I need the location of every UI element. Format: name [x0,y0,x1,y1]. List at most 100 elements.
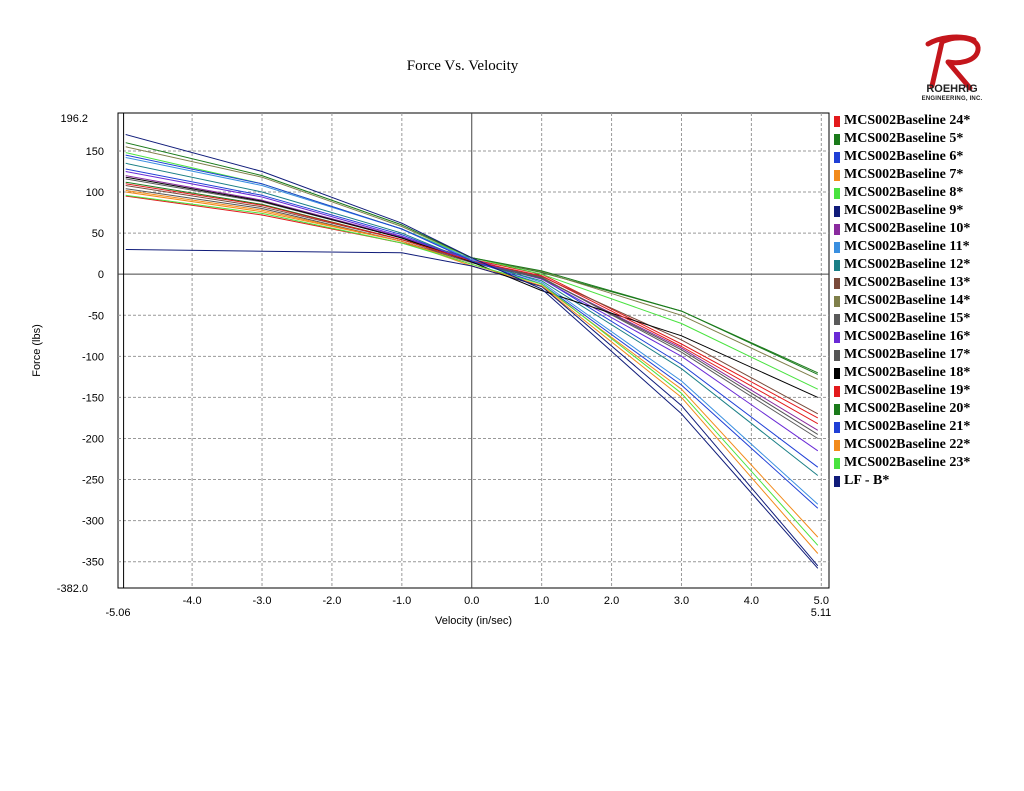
legend-swatch [834,385,840,397]
legend-label: MCS002Baseline 20* [844,401,971,416]
legend-label: LF - B* [844,473,890,488]
legend-swatch [834,367,840,379]
y-tick-label: -250 [82,475,104,487]
series-line [125,188,819,435]
legend-item: MCS002Baseline 15* [834,310,970,328]
legend-label: MCS002Baseline 13* [844,275,971,290]
legend-item: MCS002Baseline 7* [834,166,970,184]
x-tick-label: 5.0 [814,595,829,607]
roehrig-logo-icon [925,34,981,91]
x-min-label: -5.06 [105,607,130,619]
legend-label: MCS002Baseline 12* [844,257,971,272]
legend-item: MCS002Baseline 17* [834,346,970,364]
x-tick-label: 0.0 [464,595,479,607]
legend-label: MCS002Baseline 10* [844,221,971,236]
legend-label: MCS002Baseline 22* [844,437,971,452]
legend-swatch [834,349,840,361]
legend-swatch [834,205,840,217]
legend-label: MCS002Baseline 6* [844,149,964,164]
legend-item: MCS002Baseline 5* [834,130,970,148]
y-tick-label: -100 [82,351,104,363]
legend-swatch [834,331,840,343]
legend-label: MCS002Baseline 24* [844,113,971,128]
legend-item: MCS002Baseline 24* [834,112,970,130]
legend-swatch [834,169,840,181]
legend-swatch [834,187,840,199]
legend-label: MCS002Baseline 7* [844,167,964,182]
legend-label: MCS002Baseline 16* [844,329,971,344]
series-line [125,134,819,569]
legend-item: MCS002Baseline 12* [834,256,970,274]
legend-swatch [834,421,840,433]
legend-swatch [834,403,840,415]
legend-label: MCS002Baseline 14* [844,293,971,308]
legend-swatch [834,277,840,289]
legend-label: MCS002Baseline 18* [844,365,971,380]
legend-label: MCS002Baseline 11* [844,239,970,254]
y-tick-label: -150 [82,392,104,404]
legend-swatch [834,259,840,271]
x-tick-label: -3.0 [253,595,272,607]
y-tick-label: 150 [86,146,104,158]
y-axis-label: Force (lbs) [31,324,43,377]
x-axis-label: Velocity (in/sec) [435,615,512,627]
x-tick-label: 2.0 [604,595,619,607]
y-tick-label: -200 [82,433,104,445]
series-line [125,154,819,509]
x-tick-label: 3.0 [674,595,689,607]
legend-swatch [834,457,840,469]
legend-item: MCS002Baseline 18* [834,364,970,382]
x-tick-label: -4.0 [183,595,202,607]
legend-item: MCS002Baseline 10* [834,220,970,238]
y-min-label: -382.0 [57,583,88,595]
legend-item: MCS002Baseline 13* [834,274,970,292]
series-line [125,194,819,546]
chart-legend: MCS002Baseline 24* MCS002Baseline 5* MCS00… [834,112,970,490]
y-tick-label: 100 [86,187,104,199]
legend-swatch [834,115,840,127]
y-tick-label: 0 [98,269,104,281]
series-line [125,157,819,505]
legend-item: MCS002Baseline 20* [834,400,970,418]
legend-item: MCS002Baseline 11* [834,238,970,256]
legend-label: MCS002Baseline 23* [844,455,971,470]
y-tick-label: -50 [88,310,104,322]
legend-item: MCS002Baseline 16* [834,328,970,346]
legend-item: MCS002Baseline 14* [834,292,970,310]
y-tick-label: -350 [82,557,104,569]
legend-item: MCS002Baseline 9* [834,202,970,220]
legend-label: MCS002Baseline 17* [844,347,971,362]
legend-item: MCS002Baseline 23* [834,454,970,472]
logo-subtitle: ENGINEERING, INC. [921,96,983,102]
y-tick-label: 50 [92,228,104,240]
legend-swatch [834,241,840,253]
y-max-label: 196.2 [60,113,88,125]
legend-swatch [834,223,840,235]
legend-item: MCS002Baseline 19* [834,382,970,400]
legend-swatch [834,295,840,307]
x-tick-label: -2.0 [322,595,341,607]
legend-swatch [834,133,840,145]
legend-item: MCS002Baseline 22* [834,436,970,454]
legend-item: MCS002Baseline 8* [834,184,970,202]
legend-item: MCS002Baseline 21* [834,418,970,436]
legend-label: MCS002Baseline 21* [844,419,971,434]
x-max-label: 5.11 [811,607,832,619]
legend-label: MCS002Baseline 9* [844,203,964,218]
y-tick-label: -300 [82,516,104,528]
x-tick-label: -1.0 [392,595,411,607]
legend-label: MCS002Baseline 19* [844,383,971,398]
series-line [125,249,819,567]
legend-label: MCS002Baseline 5* [844,131,964,146]
legend-item: MCS002Baseline 6* [834,148,970,166]
legend-item: LF - B* [834,472,970,490]
series-line [125,176,819,398]
legend-swatch [834,439,840,451]
legend-label: MCS002Baseline 8* [844,185,964,200]
legend-label: MCS002Baseline 15* [844,311,971,326]
chart-title: Force Vs. Velocity [406,58,519,74]
logo-name: ROEHRIG [926,83,978,95]
x-tick-label: 4.0 [744,595,759,607]
legend-swatch [834,313,840,325]
